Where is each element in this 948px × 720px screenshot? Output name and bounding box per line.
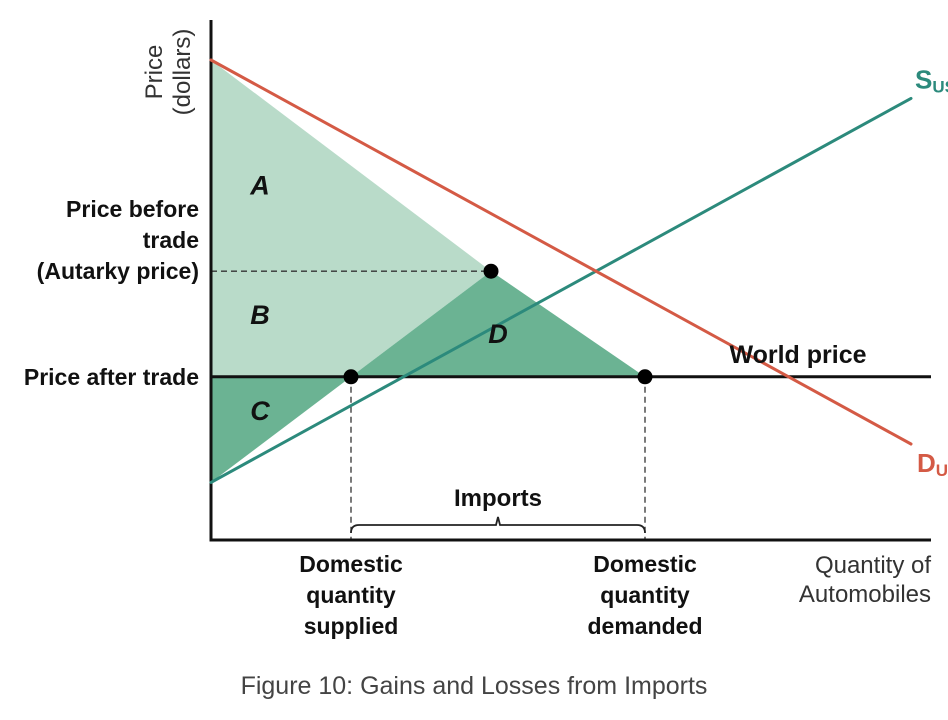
supply-curve <box>209 96 913 484</box>
supply-curve-label: SUS <box>915 64 948 96</box>
price-before-label-line: trade <box>143 227 199 253</box>
imports-label: Imports <box>454 485 542 512</box>
x-marker-demanded-line: demanded <box>587 613 702 639</box>
price-before-label-line: Price before <box>66 196 199 222</box>
area-light <box>211 60 491 377</box>
y-axis-title: Price(dollars) <box>141 29 196 116</box>
price-after-label-line: Price after trade <box>24 364 199 390</box>
supply-curve-subscript: US <box>932 77 948 96</box>
x-marker-demanded: Domestic quantity demanded <box>587 551 702 639</box>
figure-caption: Figure 10: Gains and Losses from Imports <box>240 672 708 700</box>
x-axis-title-line: Automobiles <box>799 581 931 608</box>
area-label-c: C <box>250 396 270 426</box>
equilibrium-point <box>483 263 499 279</box>
dom-demanded-point <box>637 369 653 385</box>
points <box>343 263 653 385</box>
curves <box>209 58 931 484</box>
price-after-label: Price after trade <box>24 364 199 390</box>
x-axis-title: Quantity of Automobiles <box>799 552 931 608</box>
price-before-label-line: (Autarky price) <box>37 258 199 284</box>
demand-curve-subscript: US <box>936 461 948 480</box>
area-label-b: B <box>250 300 270 330</box>
x-axis-title-line: Quantity of <box>815 552 931 579</box>
x-marker-supplied-line: supplied <box>304 613 399 639</box>
dom-supplied-point <box>343 369 359 385</box>
x-marker-supplied-line: Domestic <box>299 551 403 577</box>
x-marker-supplied: Domestic quantity supplied <box>299 551 403 639</box>
supply-curve-name: S <box>915 64 932 94</box>
world-price-label: World price <box>729 341 866 369</box>
demand-curve <box>209 58 913 446</box>
demand-curve-name: D <box>917 448 936 478</box>
guide-lines <box>211 270 646 540</box>
y-axis-title-line: (dollars) <box>169 29 196 116</box>
y-axis-title-line: Price <box>141 45 168 100</box>
x-marker-demanded-line: Domestic <box>593 551 697 577</box>
area-label-a: A <box>249 170 270 200</box>
price-before-label: Price before trade (Autarky price) <box>37 196 199 284</box>
demand-curve-label: DUS <box>917 448 948 480</box>
area-label-d: D <box>488 319 508 349</box>
x-marker-demanded-line: quantity <box>600 582 690 608</box>
axes <box>209 20 931 542</box>
area-c-fill <box>211 376 351 483</box>
imports-bracket <box>350 516 646 534</box>
x-marker-supplied-line: quantity <box>306 582 396 608</box>
